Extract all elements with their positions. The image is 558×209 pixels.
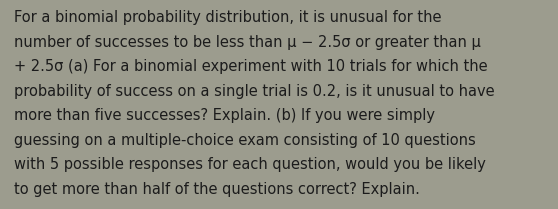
Text: to get more than half of the questions correct? Explain.: to get more than half of the questions c… (14, 182, 420, 197)
Text: probability of success on a single trial is 0.2, is it unusual to have: probability of success on a single trial… (14, 84, 494, 99)
Text: guessing on a multiple-choice exam consisting of 10 questions: guessing on a multiple-choice exam consi… (14, 133, 476, 148)
Text: number of successes to be less than μ − 2.5σ or greater than μ: number of successes to be less than μ − … (14, 35, 481, 50)
Text: more than five successes? Explain. (b) If you were simply: more than five successes? Explain. (b) I… (14, 108, 435, 123)
Text: with 5 possible responses for each question, would you be likely: with 5 possible responses for each quest… (14, 157, 486, 172)
Text: + 2.5σ (a) For a binomial experiment with 10 trials for which the: + 2.5σ (a) For a binomial experiment wit… (14, 59, 488, 74)
Text: For a binomial probability distribution, it is unusual for the: For a binomial probability distribution,… (14, 10, 441, 25)
